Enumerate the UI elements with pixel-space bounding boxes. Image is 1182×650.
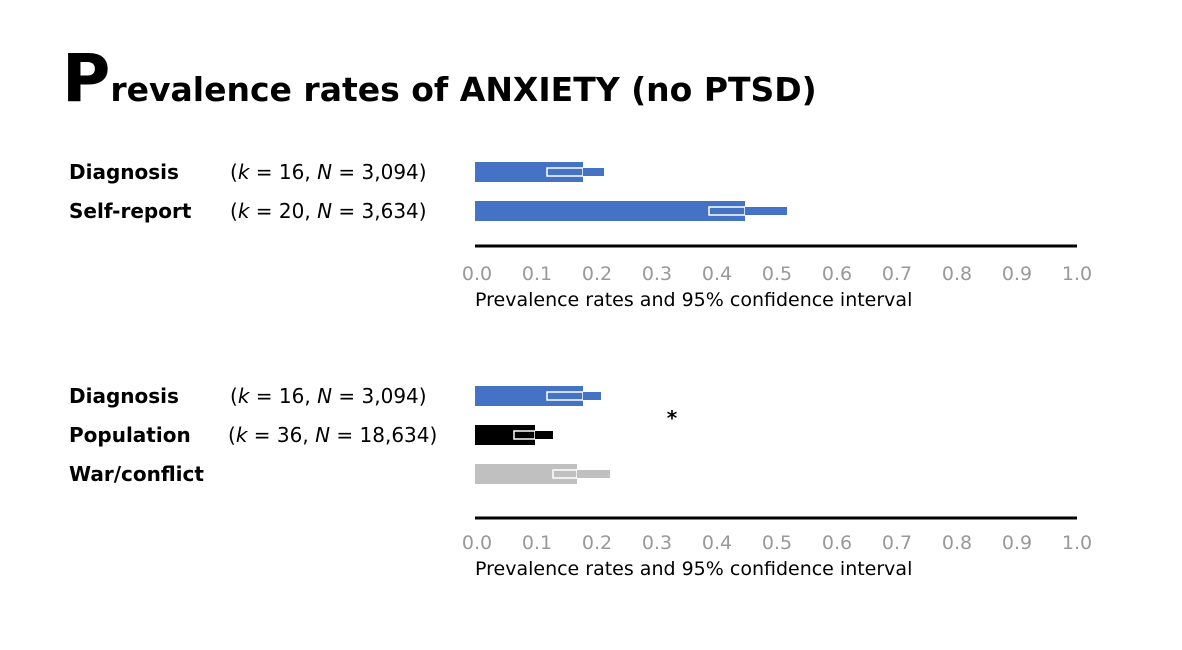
row-label: Population bbox=[69, 423, 191, 447]
row-stats-part: = bbox=[332, 160, 361, 184]
x-tick-label: 0.0 bbox=[462, 532, 492, 554]
x-tick-label: 0.5 bbox=[762, 263, 792, 285]
row-stats-part: 3,634 bbox=[362, 199, 419, 223]
row-stats-part: ) bbox=[419, 384, 427, 408]
prevalence-bar bbox=[475, 425, 535, 445]
row-label: War/conflict bbox=[69, 462, 204, 486]
x-tick-label: 0.8 bbox=[942, 532, 972, 554]
prevalence-bar bbox=[475, 201, 745, 221]
row-stats-part: = bbox=[332, 199, 361, 223]
x-tick-label: 0.6 bbox=[822, 263, 852, 285]
x-tick-label: 0.1 bbox=[522, 532, 552, 554]
x-tick-label: 0.0 bbox=[462, 263, 492, 285]
prevalence-bar bbox=[475, 386, 583, 406]
row-stats-part: ( bbox=[230, 199, 238, 223]
row-stats-part: ) bbox=[419, 199, 427, 223]
ci-outer bbox=[583, 168, 604, 176]
x-tick-label: 0.5 bbox=[762, 532, 792, 554]
row-stats: (k = 16, N = 3,094) bbox=[230, 384, 427, 408]
row-label: Self-report bbox=[69, 199, 192, 223]
title-text: revalence rates of ANXIETY (no PTSD) bbox=[110, 70, 817, 109]
title-initial: P bbox=[62, 40, 110, 117]
row-stats-part: k bbox=[236, 423, 249, 447]
row-stats-part: N bbox=[317, 160, 332, 184]
ci-outer bbox=[577, 470, 610, 478]
x-tick-label: 0.3 bbox=[642, 263, 672, 285]
row-stats-part: ) bbox=[419, 160, 427, 184]
row-stats-part: k bbox=[238, 199, 251, 223]
row-stats-part: = bbox=[247, 423, 276, 447]
x-tick-label: 0.2 bbox=[582, 532, 612, 554]
row-stats-part: 3,094 bbox=[362, 384, 419, 408]
x-tick-label: 0.9 bbox=[1002, 532, 1032, 554]
significance-marker: * bbox=[667, 406, 678, 430]
row-stats-part: 18,634 bbox=[360, 423, 430, 447]
x-tick-label: 0.7 bbox=[882, 263, 912, 285]
row-stats-part: , bbox=[304, 199, 317, 223]
row-stats-part: 16 bbox=[279, 160, 304, 184]
prevalence-bar bbox=[475, 162, 583, 182]
row-stats-part: N bbox=[317, 199, 332, 223]
x-tick-label: 0.9 bbox=[1002, 263, 1032, 285]
x-tick-label: 1.0 bbox=[1062, 532, 1092, 554]
prevalence-bar bbox=[475, 464, 577, 484]
row-stats-part: = bbox=[332, 384, 361, 408]
row-stats-part: , bbox=[302, 423, 315, 447]
row-stats-part: 36 bbox=[277, 423, 302, 447]
x-tick-label: 0.4 bbox=[702, 532, 732, 554]
row-stats-part: N bbox=[317, 384, 332, 408]
row-stats-part: = bbox=[249, 384, 278, 408]
ci-outer bbox=[745, 207, 787, 215]
x-tick-label: 0.6 bbox=[822, 532, 852, 554]
ci-outer bbox=[535, 431, 553, 439]
row-stats-part: ( bbox=[228, 423, 236, 447]
row-stats-part: , bbox=[304, 384, 317, 408]
page-title: Prevalence rates of ANXIETY (no PTSD) bbox=[62, 46, 817, 112]
x-axis-title: Prevalence rates and 95% confidence inte… bbox=[475, 558, 912, 580]
row-stats-part: 20 bbox=[279, 199, 304, 223]
row-stats-part: k bbox=[238, 384, 251, 408]
row-label: Diagnosis bbox=[69, 160, 179, 184]
row-stats: (k = 36, N = 18,634) bbox=[228, 423, 437, 447]
row-stats-part: k bbox=[238, 160, 251, 184]
row-stats-part: ) bbox=[430, 423, 438, 447]
row-stats-part: ( bbox=[230, 160, 238, 184]
x-tick-label: 0.7 bbox=[882, 532, 912, 554]
row-label: Diagnosis bbox=[69, 384, 179, 408]
x-tick-label: 0.1 bbox=[522, 263, 552, 285]
row-stats-part: = bbox=[249, 160, 278, 184]
x-tick-label: 0.2 bbox=[582, 263, 612, 285]
row-stats-part: ( bbox=[230, 384, 238, 408]
row-stats-part: , bbox=[304, 160, 317, 184]
row-stats-part: = bbox=[330, 423, 359, 447]
row-stats: (k = 16, N = 3,094) bbox=[230, 160, 427, 184]
x-tick-label: 0.8 bbox=[942, 263, 972, 285]
x-tick-label: 0.3 bbox=[642, 532, 672, 554]
ci-outer bbox=[583, 392, 601, 400]
x-tick-label: 0.4 bbox=[702, 263, 732, 285]
row-stats-part: N bbox=[315, 423, 330, 447]
row-stats-part: 16 bbox=[279, 384, 304, 408]
x-axis-title: Prevalence rates and 95% confidence inte… bbox=[475, 289, 912, 311]
row-stats-part: 3,094 bbox=[362, 160, 419, 184]
x-tick-label: 1.0 bbox=[1062, 263, 1092, 285]
row-stats: (k = 20, N = 3,634) bbox=[230, 199, 427, 223]
row-stats-part: = bbox=[249, 199, 278, 223]
